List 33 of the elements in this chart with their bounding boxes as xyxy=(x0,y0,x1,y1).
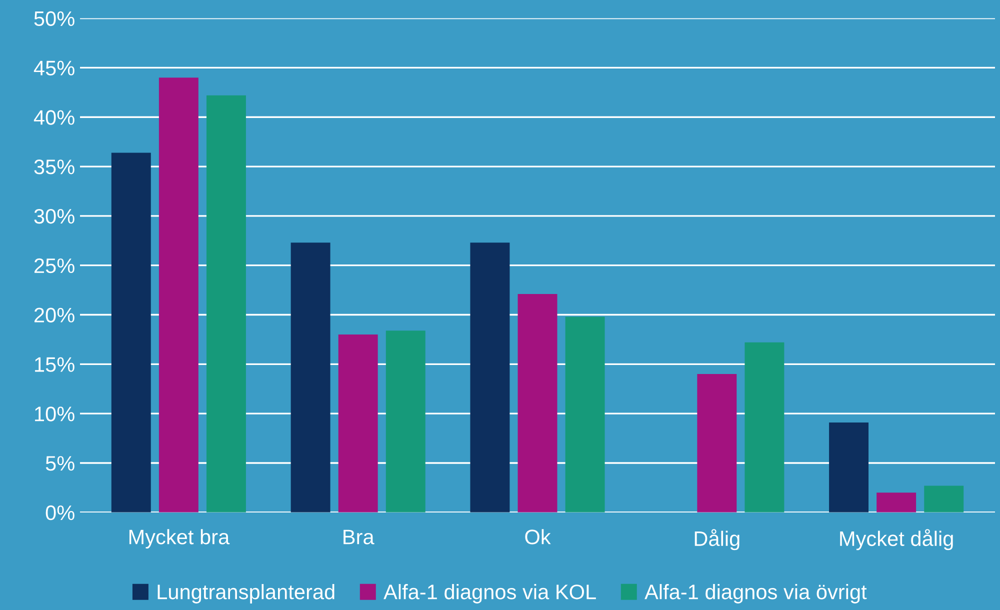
bar xyxy=(924,486,964,512)
bar xyxy=(744,342,784,512)
x-tick-label: Mycket bra xyxy=(129,529,230,548)
bar xyxy=(470,242,510,512)
legend-label: Alfa-1 diagnos via övrigt xyxy=(644,584,867,604)
y-tick-label: 45% xyxy=(34,60,74,76)
y-tick-label: 35% xyxy=(34,160,74,174)
y-tick-label: 50% xyxy=(34,11,74,26)
legend-label: Lungtransplanterad xyxy=(158,584,334,604)
bar xyxy=(697,374,737,512)
bar xyxy=(158,78,198,512)
bar xyxy=(876,492,916,512)
bar xyxy=(565,316,605,512)
x-tick-label: Dålig xyxy=(694,529,740,550)
legend-label: Alfa-1 diagnos via KOL xyxy=(384,584,596,604)
x-tick-label: Bra xyxy=(344,530,374,544)
y-tick-label: 40% xyxy=(34,110,74,125)
y-tick-label: 5% xyxy=(46,456,74,471)
y-tick-label: 25% xyxy=(34,258,74,274)
x-tick-label: Ok xyxy=(525,529,551,544)
bar xyxy=(338,334,378,512)
bar xyxy=(386,330,426,512)
bar xyxy=(111,152,151,512)
bar xyxy=(518,294,558,512)
y-tick-label: 10% xyxy=(35,406,74,422)
bar xyxy=(829,422,869,512)
bar xyxy=(290,242,330,512)
x-tick-label: Mycket dålig xyxy=(840,529,953,550)
y-tick-label: 0% xyxy=(46,505,74,520)
y-tick-label: 30% xyxy=(34,208,74,224)
y-tick-label: 20% xyxy=(34,308,74,323)
y-tick-label: 15% xyxy=(35,357,74,372)
bar xyxy=(206,95,246,512)
